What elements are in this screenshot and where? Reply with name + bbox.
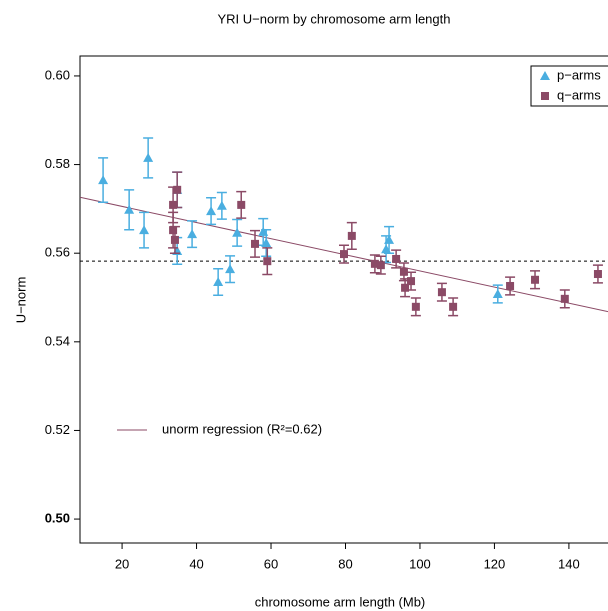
legend-frame bbox=[530, 65, 608, 107]
point bbox=[261, 238, 272, 248]
x-tick-label: 80 bbox=[338, 556, 352, 571]
y-tick-label: 0.58 bbox=[45, 156, 70, 171]
point bbox=[232, 227, 243, 237]
legend-box bbox=[531, 86, 608, 106]
point bbox=[506, 281, 515, 290]
point bbox=[169, 200, 178, 209]
point bbox=[370, 259, 379, 268]
y-axis-label: U−norm bbox=[13, 277, 28, 324]
x-tick-label: 60 bbox=[264, 556, 278, 571]
point bbox=[340, 250, 348, 259]
point bbox=[401, 283, 410, 292]
point bbox=[399, 267, 408, 276]
point bbox=[237, 200, 246, 209]
x-tick-label: 140 bbox=[558, 556, 580, 571]
x-axis-label: chromosome arm length (Mb) bbox=[255, 594, 426, 609]
point bbox=[213, 276, 224, 286]
x-tick-label: 120 bbox=[484, 556, 506, 571]
point bbox=[384, 234, 395, 244]
y-tick-label: 0.54 bbox=[45, 333, 70, 348]
legend-label: q−arms bbox=[557, 87, 601, 102]
y-tick-label: 0.52 bbox=[45, 422, 70, 437]
point bbox=[263, 257, 272, 266]
legend-box bbox=[531, 66, 608, 86]
point bbox=[376, 261, 385, 270]
legend-label: p−arms bbox=[557, 67, 601, 82]
point bbox=[449, 302, 458, 311]
point bbox=[173, 185, 182, 194]
x-tick-label: 40 bbox=[189, 556, 203, 571]
legend-marker bbox=[540, 71, 550, 80]
y-tick-label: 0.50 bbox=[45, 511, 70, 526]
regression-legend-label: unorm regression (R²=0.62) bbox=[162, 421, 322, 436]
point bbox=[437, 288, 446, 297]
point bbox=[170, 235, 179, 244]
plot-frame bbox=[79, 55, 608, 544]
point bbox=[143, 152, 154, 162]
point bbox=[216, 200, 227, 210]
point bbox=[139, 225, 150, 235]
x-tick-label: 20 bbox=[115, 556, 129, 571]
legend-marker bbox=[541, 92, 549, 100]
point bbox=[560, 294, 569, 303]
point bbox=[251, 239, 260, 248]
point bbox=[392, 254, 401, 263]
point bbox=[187, 229, 198, 239]
x-tick-label: 100 bbox=[409, 556, 431, 571]
point bbox=[407, 277, 416, 286]
chart-title: YRI U−norm by chromosome arm length bbox=[217, 11, 450, 26]
point bbox=[531, 275, 540, 284]
point bbox=[593, 270, 602, 279]
point bbox=[411, 302, 420, 311]
point bbox=[206, 206, 217, 216]
y-tick-label: 0.60 bbox=[45, 67, 70, 82]
point bbox=[98, 175, 109, 185]
point bbox=[124, 204, 135, 214]
y-tick-label: 0.56 bbox=[45, 245, 70, 260]
point bbox=[347, 231, 356, 240]
point bbox=[492, 288, 503, 298]
point bbox=[225, 264, 236, 274]
point bbox=[169, 226, 178, 235]
